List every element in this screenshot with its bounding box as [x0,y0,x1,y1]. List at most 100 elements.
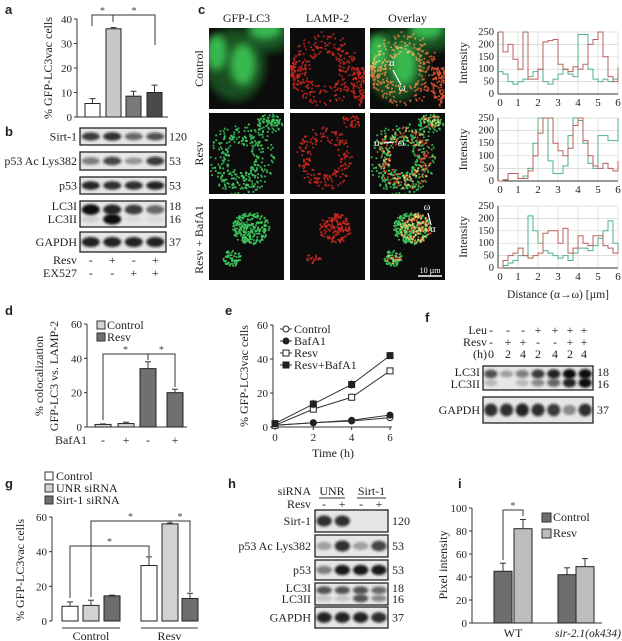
blot-band [562,378,577,388]
blot-band [334,515,351,527]
blot-band [531,369,545,379]
panel-e-x-label: Time (h) [312,446,354,460]
panel-i-bar [493,570,513,624]
panel-g-bar [161,523,179,622]
blot-band [316,565,332,575]
panel-label-c: c [198,2,205,17]
panel-i-significance-asterisk: * [511,501,516,512]
panel-h-mw-label: 120 [392,514,410,528]
blot-band [371,595,387,602]
panel-i-y-tick-label: 40 [456,572,468,584]
panel-b-row-label: p53 [59,179,77,193]
panel-b-mw-label: 53 [169,179,181,193]
blot-band [81,132,100,141]
micrograph-lamp-2-1 [290,113,365,194]
blot-band [484,379,498,387]
profile-y-label: Intensity [456,216,470,258]
panel-g-y-tick-label: 20 [36,581,48,593]
panel-g-bar [181,597,199,622]
panel-e-x-tick-label: 6 [387,432,393,444]
panel-a-bar [125,95,142,118]
panel-a-y-tick-label: 10 [61,88,73,100]
micrograph-overlay-2 [370,199,445,280]
blot-band [124,215,143,223]
panel-f-row-label: LC3I [455,365,480,379]
panel-e-x-tick-label: 2 [311,432,317,444]
blot-band [562,369,577,379]
panel-f-condition-value: 4 [581,347,587,361]
blot-band [124,132,143,141]
legend-label: Resv [553,526,577,540]
panel-h-mw-label: 53 [392,563,404,577]
profile-marker-alpha: α [374,138,380,149]
panel-b-row-label: LC3II [48,212,77,226]
panel-f-condition-value: + [520,335,527,349]
legend-swatch [44,471,54,481]
profile-y-tick-label: 200 [478,126,494,137]
profile-x-tick-label: 5 [595,97,601,109]
panel-b-condition-sign: + [130,266,137,280]
blot-band [103,213,122,225]
micrograph-gfp-lc3-2 [209,199,284,280]
panel-g-bar [82,604,100,622]
panel-h-resv-sign: + [376,497,383,511]
panel-h-resv-sign: - [359,497,363,511]
blot-band [578,403,592,417]
panel-d-y-tick-label: 20 [71,388,83,400]
panel-a-y-label: % GFP-LC3vac cells [41,17,55,119]
legend-label: Control [294,322,331,336]
panel-e-y-label: % GFP-LC3vac cells [237,325,251,427]
blot-band [547,369,561,379]
profile-x-tick-label: 1 [515,97,521,109]
profile-y-tick-label: 100 [478,64,494,75]
panel-g-y-tick-label: 60 [36,512,48,524]
panel-h-sirna-label: siRNA [278,484,312,498]
panel-a-y-tick-label: 0 [67,112,73,124]
profile-x-tick-label: 0 [497,184,503,196]
blot-band [531,403,545,417]
panel-i-category-label: sir-2.1(ok434) [555,628,621,640]
profile-x-tick-label: 5 [595,271,601,283]
profile-x-tick-label: 3 [555,184,561,196]
profile-x-tick-label: 0 [497,97,503,109]
panel-g-y-tick-label: 40 [36,547,48,559]
profile-line-green [498,215,619,269]
blot-band [484,369,498,379]
panel-h-resv-label: Resv [287,497,311,511]
panel-f-condition-value: - [489,335,493,349]
panel-h-row-label: GAPDH [270,611,312,625]
panel-d-y-label: GFP-LC3 vs. LAMP-2 [47,321,61,431]
panel-d-condition-sign: + [172,433,179,447]
profile-x-tick-label: 4 [575,271,581,283]
profile-y-tick-label: 0 [489,176,494,187]
panel-i-bar [557,574,577,624]
blot-band [316,612,332,623]
panel-e-x-tick-label: 4 [349,432,355,444]
panel-f-condition-value: 0 [488,347,494,361]
panel-b-row-label: LC3I [52,199,77,213]
profile-x-tick-label: 6 [615,271,621,283]
data-point [348,416,356,424]
panel-f-condition-value: - [536,335,540,349]
panel-d-condition-sign: - [146,433,150,447]
panel-i-y-tick-label: 100 [451,503,468,515]
panel-f-condition-value: - [521,323,525,337]
panel-i-y-tick-label: 60 [456,549,468,561]
blot-band [578,377,592,388]
legend-label: Resv [107,330,131,344]
panel-f-condition-value: + [581,335,588,349]
intensity-profile-plot [497,205,619,269]
panel-b-blot-row [79,151,167,171]
legend-swatch [96,320,106,330]
blot-band [146,215,165,223]
micrograph-lamp-2-0 [290,28,365,109]
blot-band [371,564,387,576]
panel-h-mw-label: 37 [392,611,404,625]
panel-d-bar [117,423,135,428]
profile-y-tick-label: 250 [478,27,494,38]
panel-label-g: g [5,476,13,491]
data-point [348,393,356,401]
panel-c-row-label: Resv [192,142,206,166]
panel-d-bar [139,368,157,428]
